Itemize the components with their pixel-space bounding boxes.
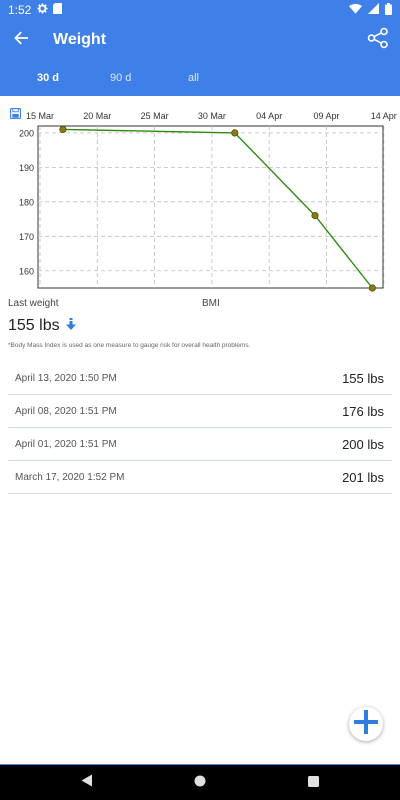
x-tick-label: 14 Apr [371,111,397,121]
tab-90d[interactable]: 90 d [110,72,132,84]
nav-recents-button[interactable] [298,765,328,800]
entry-weight: 200 lbs [342,436,384,452]
bmi-footnote: *Body Mass Index is used as one measure … [8,342,251,349]
x-tick-label: 09 Apr [313,111,339,121]
nav-recents-icon [307,774,319,792]
battery-icon [385,2,392,18]
entry-weight: 201 lbs [342,469,384,485]
gear-icon [37,3,48,17]
system-nav-bar [0,764,400,800]
wifi-icon [349,3,362,17]
weight-chart: 200 190 180 170 160 15 Mar 20 Mar 25 Mar 30 Mar 0… [0,102,400,294]
share-icon [367,27,389,54]
entry-weight: 176 lbs [342,403,384,419]
entry-date: March 17, 2020 1:52 PM [15,471,125,483]
nav-back-icon [81,774,93,792]
weight-entries-list: April 13, 2020 1:50 PM 155 lbs April 08,… [8,362,392,494]
range-tabs: 30 d 90 d all [0,60,400,96]
down-arrow-icon [65,317,76,335]
bmi-label: BMI [202,298,220,309]
entry-weight: 155 lbs [342,370,384,386]
weight-series-line [62,128,373,289]
last-weight-label: Last weight [8,298,59,309]
plot-area [37,125,384,289]
save-icon[interactable] [10,106,22,120]
weight-data-point [311,212,319,220]
sd-card-icon [53,3,63,17]
status-right [349,2,392,18]
last-weight: 155 lbs [8,317,76,335]
status-bar: 1:52 [0,0,400,20]
x-tick-label: 20 Mar [83,111,111,121]
weight-data-point [231,129,239,137]
share-button[interactable] [362,24,394,56]
page-title: Weight [53,31,107,48]
weight-entry[interactable]: April 13, 2020 1:50 PM 155 lbs [8,362,392,395]
weight-data-point [59,125,67,134]
add-weight-button[interactable] [349,707,383,741]
weight-entry[interactable]: April 01, 2020 1:51 PM 200 lbs [8,428,392,461]
last-weight-value: 155 lbs [8,317,60,334]
weight-entry[interactable]: April 08, 2020 1:51 PM 176 lbs [8,395,392,428]
chart-svg: 200 190 180 170 160 15 Mar 20 Mar 25 Mar 30 Mar 0… [19,111,397,292]
signal-icon [368,3,379,17]
x-tick-label: 15 Mar [26,111,54,121]
entry-date: April 13, 2020 1:50 PM [15,372,117,384]
x-tick-label: 04 Apr [256,111,282,121]
nav-home-icon [194,774,206,792]
nav-back-button[interactable] [72,765,102,800]
entry-date: April 08, 2020 1:51 PM [15,405,117,417]
entry-date: April 01, 2020 1:51 PM [15,438,117,450]
y-tick-label: 190 [19,163,34,173]
weight-data-point [368,284,376,292]
weight-entry[interactable]: March 17, 2020 1:52 PM 201 lbs [8,461,392,494]
tab-30d[interactable]: 30 d [37,72,60,84]
tab-all[interactable]: all [188,72,200,84]
y-tick-label: 200 [19,128,34,138]
back-arrow-icon [14,31,28,50]
app-bar: Weight [0,20,400,60]
x-tick-label: 30 Mar [198,111,226,121]
back-button[interactable] [1,20,41,60]
y-tick-label: 160 [19,266,34,276]
nav-home-button[interactable] [185,765,215,800]
y-tick-label: 170 [19,232,34,242]
y-tick-label: 180 [19,197,34,207]
x-tick-label: 25 Mar [141,111,169,121]
plus-icon [353,709,379,740]
status-time: 1:52 [8,3,32,17]
